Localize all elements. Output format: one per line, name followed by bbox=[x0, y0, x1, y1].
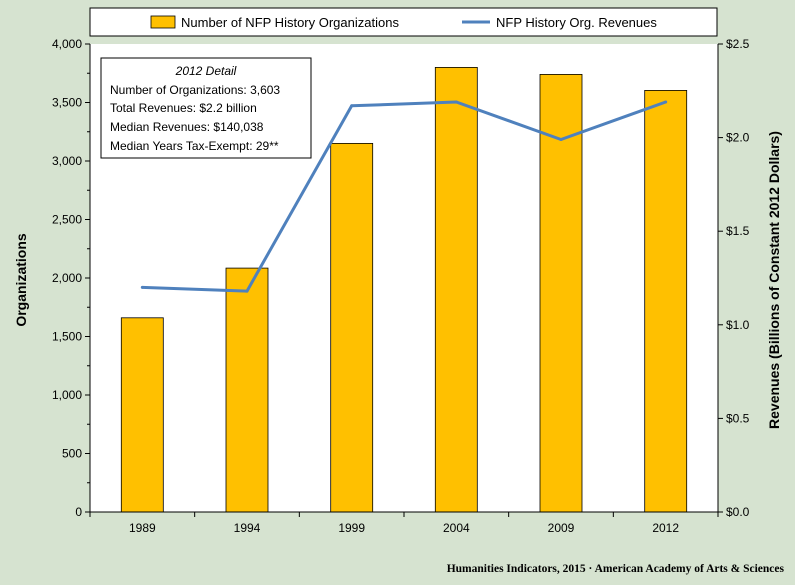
line-layer bbox=[140, 100, 668, 293]
footer-credit: Humanities Indicators, 2015 · American A… bbox=[447, 563, 785, 575]
right-tick-label: $0.0 bbox=[726, 505, 750, 519]
right-tick-label: $1.0 bbox=[726, 318, 750, 332]
right-tick-label: $2.5 bbox=[726, 37, 750, 51]
detail-box: 2012 Detail Number of Organizations: 3,6… bbox=[100, 57, 312, 159]
detail-line: Median Years Tax-Exempt: 29** bbox=[110, 139, 279, 153]
x-tick-label: 1999 bbox=[338, 521, 365, 535]
detail-line: Number of Organizations: 3,603 bbox=[110, 83, 280, 97]
right-tick-label: $0.5 bbox=[726, 411, 750, 425]
revenue-point-2004 bbox=[454, 100, 458, 104]
y2-axis-title: Revenues (Billions of Constant 2012 Doll… bbox=[766, 131, 782, 429]
bars-layer bbox=[120, 67, 688, 513]
x-tick-label: 1994 bbox=[234, 521, 261, 535]
left-tick-label: 500 bbox=[62, 447, 82, 461]
right-tick-group: $0.0 $0.5 $1.0 $1.5 $2.0 $2.5 bbox=[718, 37, 750, 519]
x-tick-group: 1989 1994 1999 2004 2009 2012 bbox=[89, 512, 719, 535]
left-tick-label: 1,000 bbox=[52, 388, 82, 402]
right-tick-label: $1.5 bbox=[726, 224, 750, 238]
revenue-point-1994 bbox=[245, 289, 249, 293]
revenue-point-1989 bbox=[140, 285, 144, 289]
legend: Number of NFP History Organizations NFP … bbox=[89, 7, 718, 37]
x-tick-label: 2004 bbox=[443, 521, 470, 535]
x-tick-label: 2009 bbox=[548, 521, 575, 535]
bar-2012 bbox=[644, 90, 688, 513]
legend-bar-label: Number of NFP History Organizations bbox=[181, 15, 399, 30]
detail-title: 2012 Detail bbox=[175, 64, 237, 78]
bar-1994 bbox=[225, 267, 269, 513]
legend-box bbox=[89, 7, 718, 37]
bar-1989 bbox=[120, 317, 164, 513]
right-tick-label: $2.0 bbox=[726, 131, 750, 145]
bar-2004 bbox=[434, 67, 478, 513]
bar-1999 bbox=[330, 142, 374, 513]
detail-line: Median Revenues: $140,038 bbox=[110, 120, 264, 134]
revenue-point-1999 bbox=[350, 104, 354, 108]
y-axis-title: Organizations bbox=[13, 233, 29, 327]
x-tick-label: 1989 bbox=[129, 521, 156, 535]
left-tick-label: 2,500 bbox=[52, 213, 82, 227]
revenue-point-2009 bbox=[559, 138, 563, 141]
left-tick-group: 0 500 1,000 1,500 2,000 2,500 3,000 3,500 4,000 bbox=[52, 37, 90, 519]
left-tick-label: 3,000 bbox=[52, 154, 82, 168]
x-tick-label: 2012 bbox=[652, 521, 679, 535]
legend-line-label: NFP History Org. Revenues bbox=[496, 15, 657, 30]
left-tick-label: 2,000 bbox=[52, 271, 82, 285]
detail-box-frame bbox=[100, 57, 312, 159]
legend-bar-swatch bbox=[150, 15, 176, 29]
left-tick-label: 0 bbox=[75, 505, 82, 519]
left-tick-label: 4,000 bbox=[52, 37, 82, 51]
revenue-point-2012 bbox=[664, 100, 668, 104]
left-tick-label: 1,500 bbox=[52, 330, 82, 344]
left-tick-label: 3,500 bbox=[52, 96, 82, 110]
revenue-line bbox=[142, 100, 667, 293]
detail-line: Total Revenues: $2.2 billion bbox=[110, 101, 257, 115]
